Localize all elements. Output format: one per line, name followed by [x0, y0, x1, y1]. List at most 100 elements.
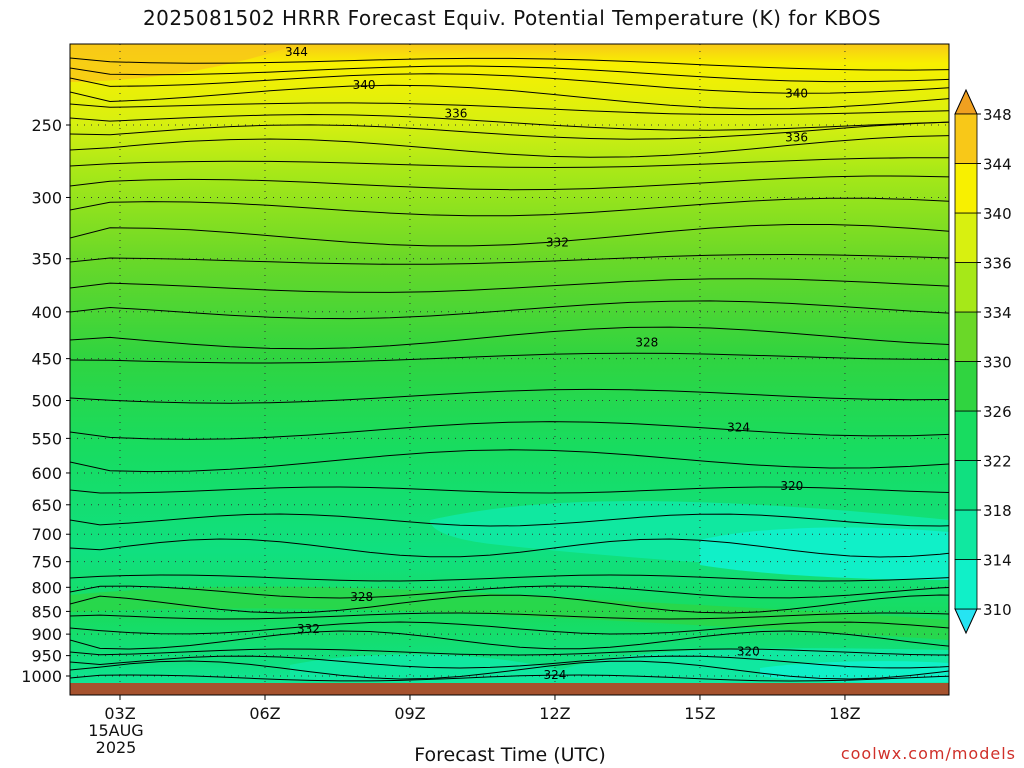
contour-line — [70, 486, 949, 494]
contour-line — [70, 73, 949, 94]
contour-label: 332 — [297, 622, 320, 636]
y-tick-label: 300 — [31, 188, 62, 207]
contour-labels: 344 340 340 336 336 332 328 324 320 328 332 320 324 — [285, 45, 808, 682]
contour-line — [70, 574, 949, 582]
contour-label: 340 — [785, 87, 808, 101]
y-tick-label: 500 — [31, 392, 62, 411]
contour-line — [70, 674, 949, 682]
y-tick-label: 650 — [31, 496, 62, 515]
y-axis: 250 300 350 400 450 500 550 600 650 700 750 800 850 9… — [21, 116, 70, 686]
colorbar-label: 336 — [983, 255, 1012, 273]
colorbar-label: 310 — [983, 601, 1012, 619]
chart-title: 2025081502 HRRR Forecast Equiv. Potentia… — [142, 6, 882, 30]
y-tick-label: 900 — [31, 625, 62, 644]
colorbar-label: 314 — [983, 552, 1012, 570]
contour-line — [70, 224, 949, 247]
contour-line — [70, 135, 949, 158]
colorbar-label: 334 — [983, 304, 1012, 322]
field-background — [70, 44, 949, 695]
contour-line — [70, 648, 949, 656]
y-tick-label: 400 — [31, 303, 62, 322]
colorbar-segment — [954, 460, 978, 511]
x-tick-label: 06Z — [249, 704, 280, 723]
contour-line — [70, 421, 949, 440]
cold-patch-lowlevel — [290, 648, 949, 690]
y-tick-label: 850 — [31, 602, 62, 621]
contour-line — [70, 197, 949, 217]
contour-label: 324 — [727, 420, 750, 434]
colorbar-segment — [954, 113, 978, 164]
colorbar-segment — [954, 311, 978, 362]
contour-label: 332 — [546, 236, 569, 250]
contour-label: 328 — [350, 590, 373, 604]
y-tick-label: 600 — [31, 464, 62, 483]
contour-line — [70, 621, 949, 635]
contour-line — [70, 594, 949, 614]
colorbar-extend-low — [954, 608, 978, 635]
y-tick-label: 350 — [31, 250, 62, 269]
contour-line — [70, 612, 949, 620]
y-tick-label: 450 — [31, 350, 62, 369]
x-tick-label: 12Z — [539, 704, 570, 723]
contour-label: 344 — [285, 45, 308, 59]
colorbar: 310 314 318 322 326 330 334 336 340 344 348 — [954, 88, 1012, 635]
contour-line — [70, 326, 949, 350]
x-axis-title: Forecast Time (UTC) — [414, 744, 606, 766]
x-tick-label: 03Z — [104, 704, 135, 723]
contour-label: 340 — [353, 78, 376, 92]
x-tick-label: 09Z — [394, 704, 425, 723]
y-tick-label: 700 — [31, 525, 62, 544]
x-tick-sublabel: 15AUG — [88, 721, 143, 740]
contour-line — [70, 84, 949, 110]
colorbar-extend-high — [954, 88, 978, 115]
contour-line — [70, 65, 949, 83]
credit-link[interactable]: coolwx.com/models — [840, 744, 1016, 763]
contour-line — [70, 121, 949, 140]
warm-band-lowlevel — [70, 586, 949, 640]
contour-line — [70, 538, 949, 558]
colorbar-segment — [954, 509, 978, 560]
contour-line — [70, 585, 949, 599]
colorbar-segment — [954, 361, 978, 412]
contour-label: 320 — [780, 479, 803, 493]
surface-ground — [70, 683, 949, 695]
y-tick-label: 250 — [31, 116, 62, 135]
contour-line — [70, 630, 949, 650]
colorbar-label: 330 — [983, 354, 1012, 372]
contour-label: 336 — [785, 131, 808, 145]
contour-line — [70, 449, 949, 473]
contour-line — [70, 57, 949, 71]
contour-line — [70, 102, 949, 116]
contour-label: 324 — [544, 668, 567, 682]
colorbar-label: 344 — [983, 156, 1012, 174]
contour-line — [70, 253, 949, 265]
colorbar-segment — [954, 262, 978, 313]
colorbar-label: 348 — [983, 106, 1012, 124]
y-tick-label: 1000 — [21, 667, 62, 686]
contour-label: 328 — [635, 335, 658, 349]
colorbar-segment — [954, 559, 978, 610]
contour-line — [70, 113, 949, 131]
colorbar-label: 318 — [983, 502, 1012, 520]
colorbar-segment — [954, 163, 978, 214]
y-tick-label: 550 — [31, 429, 62, 448]
colorbar-label: 322 — [983, 453, 1012, 471]
contour-line — [70, 278, 949, 293]
x-tick-label: 15Z — [684, 704, 715, 723]
x-tick-label: 18Z — [829, 704, 860, 723]
plot-frame — [69, 43, 950, 696]
colorbar-segment — [954, 212, 978, 263]
contour-line — [70, 660, 949, 680]
contour-label: 320 — [737, 644, 760, 658]
x-tick-sublabel: 2025 — [96, 738, 137, 757]
contours — [70, 57, 949, 682]
colorbar-segment — [954, 410, 978, 461]
colorbar-label: 326 — [983, 403, 1012, 421]
y-tick-label: 800 — [31, 578, 62, 597]
contour-line — [70, 300, 949, 320]
colorbar-label: 340 — [983, 205, 1012, 223]
contour-line — [70, 352, 949, 364]
contour-line — [70, 388, 949, 404]
